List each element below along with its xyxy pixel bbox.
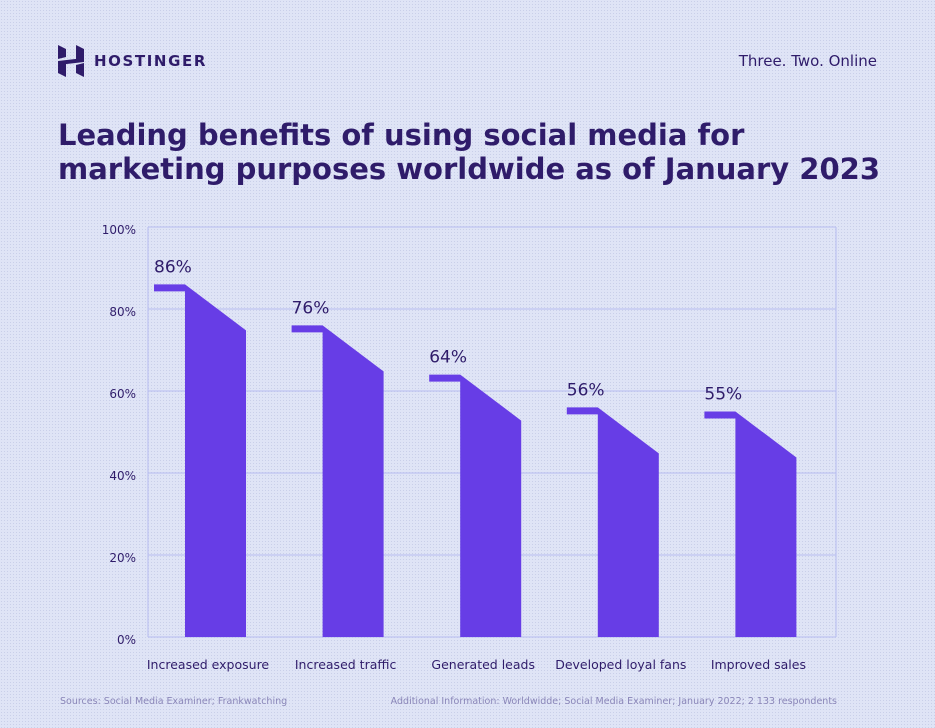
bar [291, 325, 384, 637]
hostinger-logo-icon [58, 45, 84, 77]
bar [154, 284, 246, 637]
x-tick-label: Generated leads [431, 657, 535, 672]
data-label: 56% [567, 380, 605, 400]
x-tick-label: Improved sales [711, 657, 806, 672]
y-tick-label: 0% [117, 633, 136, 647]
data-label: 76% [292, 298, 330, 318]
brand-name: HOSTINGER [94, 52, 207, 70]
y-tick-label: 80% [109, 305, 136, 319]
data-label: 64% [429, 348, 467, 368]
footer-additional-info: Additional Information: Worldwidde; Soci… [390, 696, 837, 707]
bar [704, 411, 797, 637]
chart-title: Leading benefits of using social media f… [58, 118, 881, 186]
footer-sources: Sources: Social Media Examiner; Frankwat… [60, 696, 288, 707]
x-tick-label: Developed loyal fans [555, 657, 686, 672]
x-tick-label: Increased traffic [295, 657, 397, 672]
brand-logo: HOSTINGER [58, 45, 207, 77]
y-tick-label: 60% [109, 387, 136, 401]
tagline: Three. Two. Online [738, 52, 877, 70]
y-tick-label: 20% [109, 551, 136, 565]
bar [429, 374, 522, 637]
y-tick-label: 100% [102, 223, 136, 237]
bar [566, 407, 659, 637]
y-tick-label: 40% [109, 469, 136, 483]
x-tick-label: Increased exposure [147, 657, 270, 672]
data-label: 55% [704, 385, 742, 405]
data-label: 86% [154, 257, 192, 277]
